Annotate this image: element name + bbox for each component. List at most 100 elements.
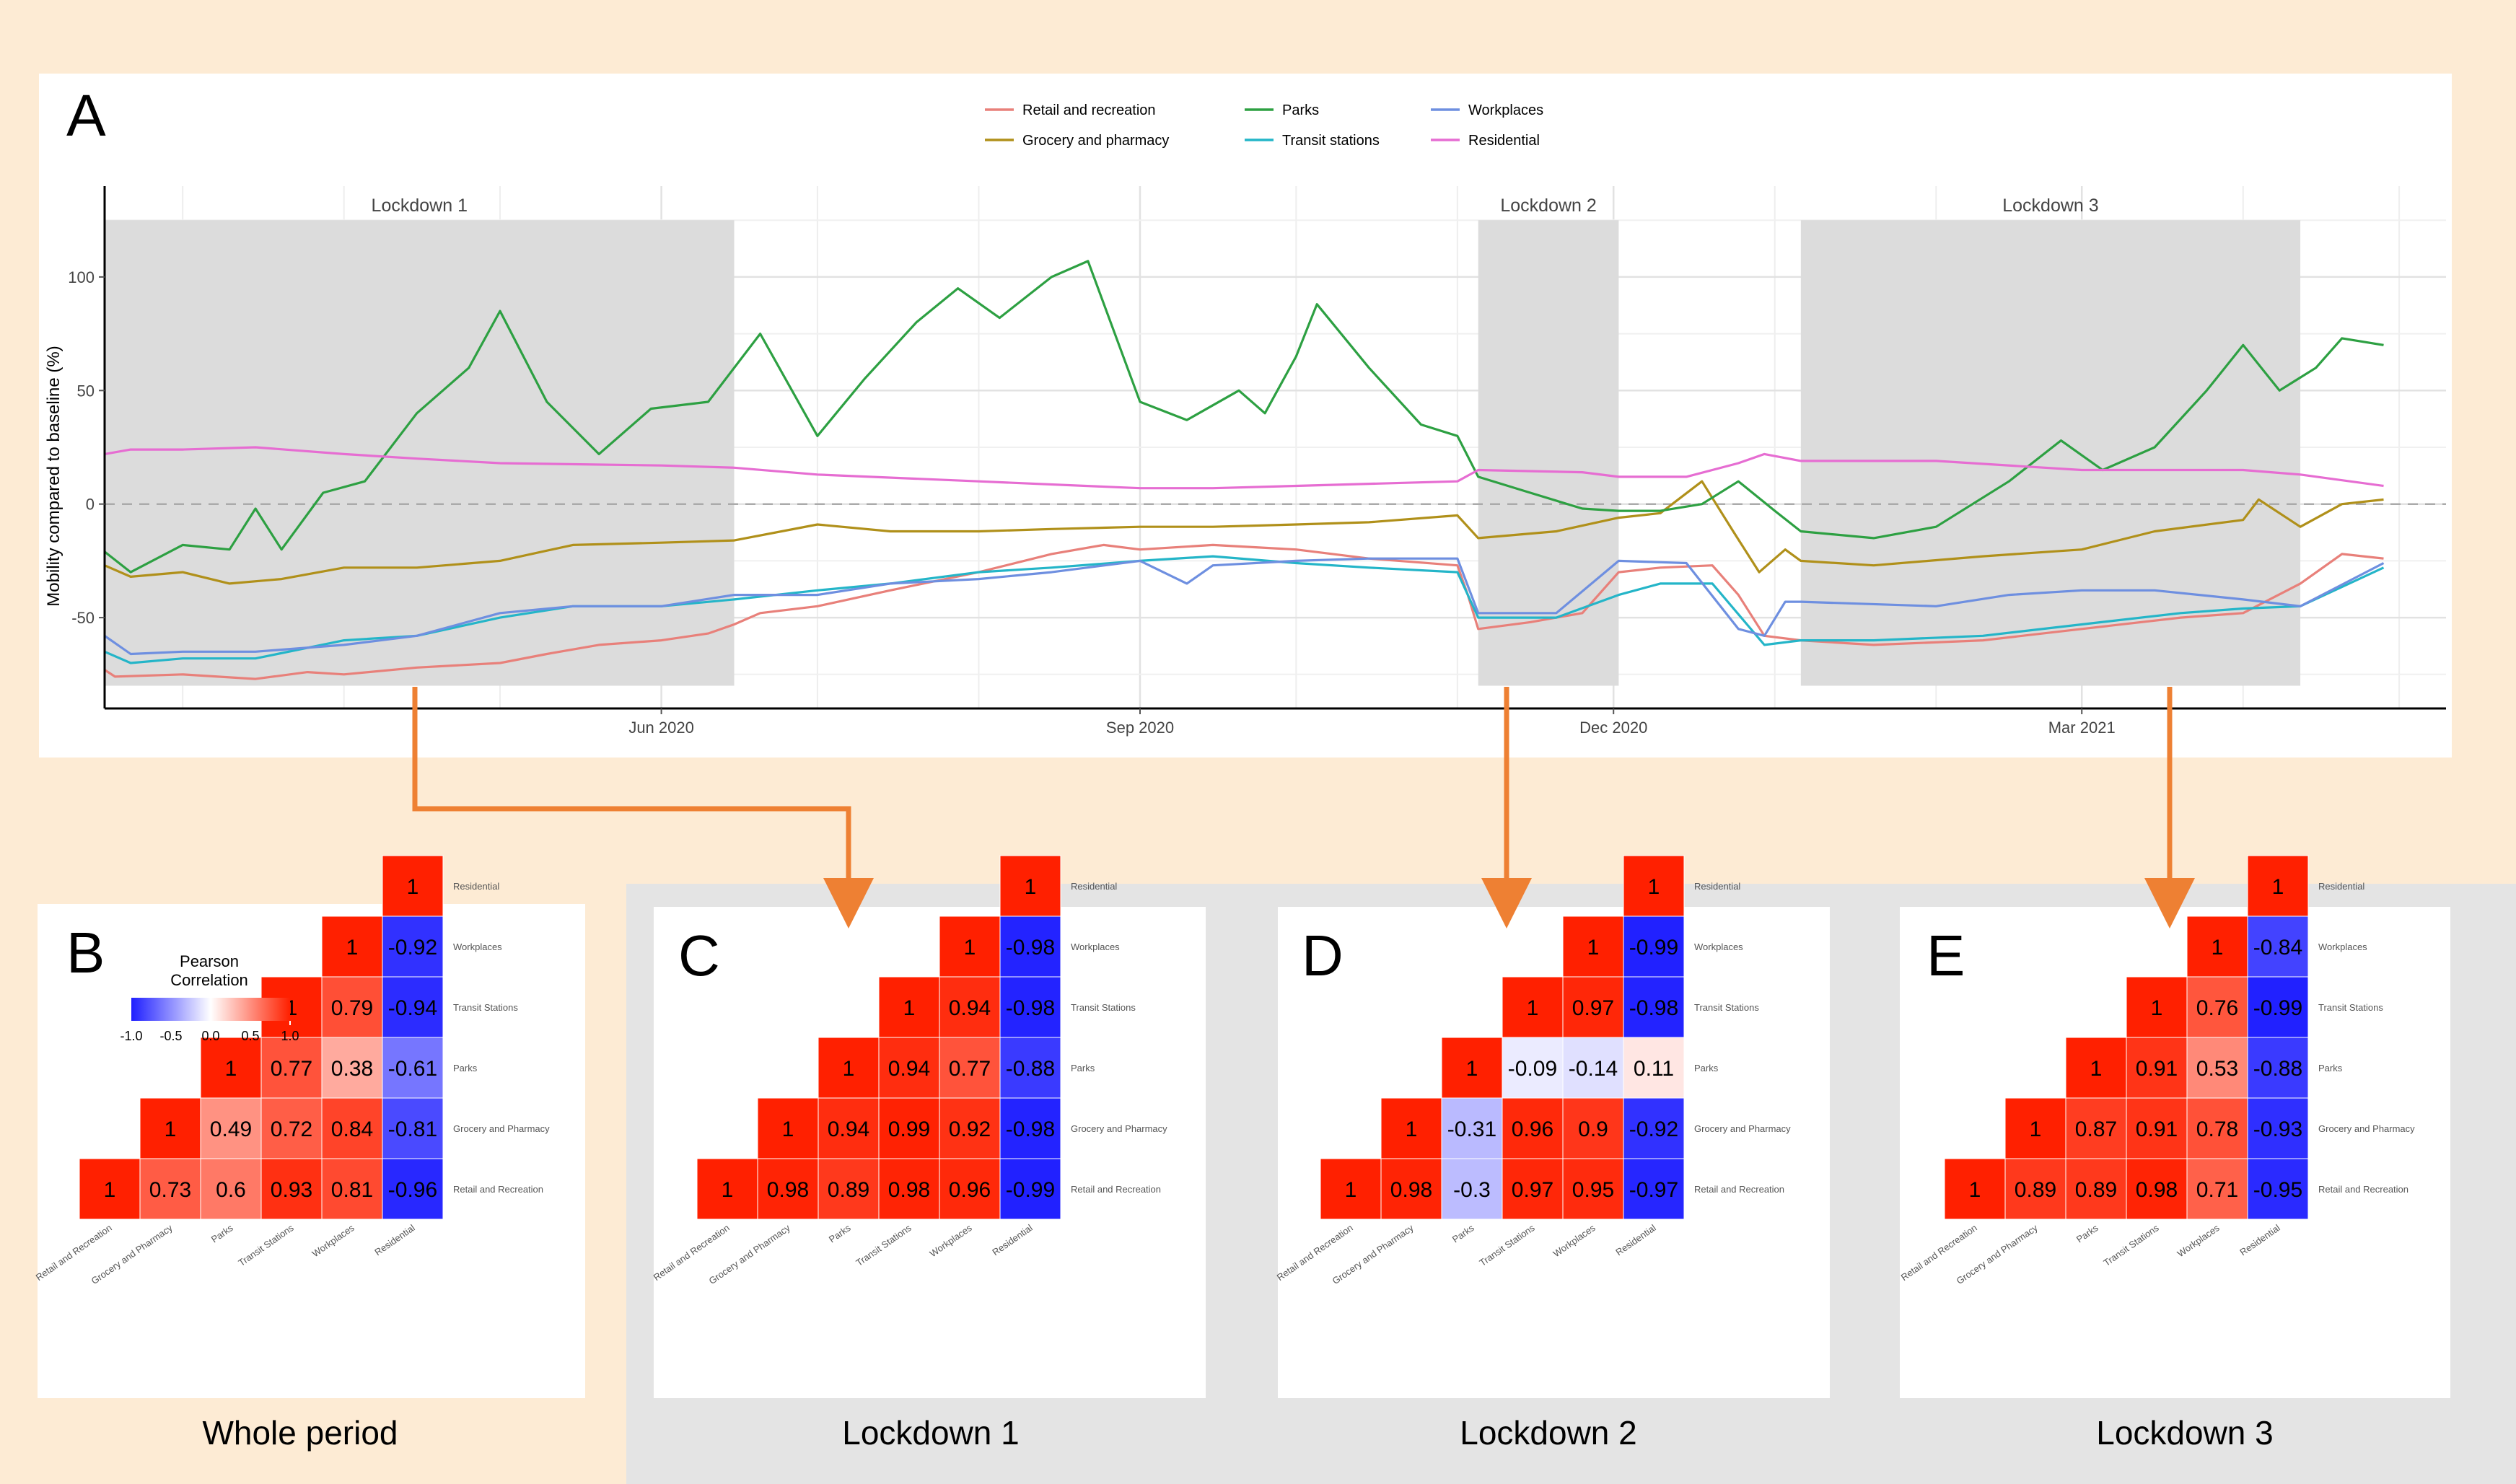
legend-label: Retail and recreation <box>1022 102 1156 118</box>
heatmap-row-label: Workplaces <box>1071 941 1120 952</box>
panel-a-series <box>104 260 2385 680</box>
panel-a-letter: A <box>66 83 106 149</box>
heatmap-value: 0.9 <box>1578 1118 1608 1141</box>
colorbar-tick-label: 0.0 <box>201 1029 219 1043</box>
heatmap-value: 1 <box>1648 875 1660 899</box>
heatmap-cell <box>1502 1158 1564 1220</box>
lockdown-label: Lockdown 2 <box>1500 196 1596 216</box>
heatmap-cell <box>1623 1037 1685 1099</box>
heatmap-row-label: Parks <box>453 1063 478 1074</box>
heatmap-value: 0.71 <box>2196 1178 2238 1202</box>
heatmap-value: 0.89 <box>2075 1178 2117 1202</box>
heatmap-value: 0.94 <box>828 1118 869 1141</box>
heatmap-cell <box>382 976 444 1038</box>
heatmap-value: 1 <box>2030 1118 2042 1141</box>
lockdown-label: Lockdown 1 <box>372 196 468 216</box>
heatmap-value: 0.81 <box>331 1178 373 1202</box>
heatmap-cell <box>2247 1158 2309 1220</box>
heatmap-row-label: Residential <box>1071 881 1117 892</box>
legend-label: Residential <box>1468 133 1540 149</box>
y-tick-label: 100 <box>68 268 95 286</box>
heatmap-cell <box>321 1097 383 1159</box>
heatmap-cell <box>1502 1097 1564 1159</box>
heatmap-value: 1 <box>104 1178 116 1202</box>
heatmap-cell <box>139 1097 201 1159</box>
heatmap-cell <box>1380 1097 1442 1159</box>
panel-d: D 1 0.98 1 -0.3 -0.31 1 0.97 0.96 -0.09 1 0.95 0.9 -0… <box>1275 855 1830 1452</box>
heatmap-row-label: Residential <box>1694 881 1740 892</box>
heatmap-cell <box>1623 976 1685 1038</box>
heatmap-value: 0.87 <box>2075 1118 2117 1141</box>
heatmap-value: 0.97 <box>1512 1178 1553 1202</box>
x-tick-label: Mar 2021 <box>2048 719 2116 737</box>
colorbar-title: Pearson <box>180 952 239 970</box>
heatmap-cell <box>2186 1097 2248 1159</box>
heatmap-cell <box>818 1158 880 1220</box>
heatmap-value: 0.72 <box>271 1118 312 1141</box>
series-line <box>104 446 2384 490</box>
heatmap-value: 1 <box>407 875 419 899</box>
heatmap-value: 1 <box>964 936 976 960</box>
heatmap-value: -0.88 <box>1006 1057 1055 1081</box>
heatmap-cell <box>2247 855 2309 917</box>
panel-caption: Lockdown 1 <box>842 1414 1020 1452</box>
panel-letter: D <box>1302 923 1344 988</box>
heatmap-cell <box>79 1158 141 1220</box>
heatmap-row-label: Grocery and Pharmacy <box>1071 1123 1167 1134</box>
colorbar-tick-label: 0.5 <box>241 1029 259 1043</box>
heatmap-row-label: Grocery and Pharmacy <box>1694 1123 1791 1134</box>
heatmap-value: 0.84 <box>331 1118 373 1141</box>
heatmap-row-label: Retail and Recreation <box>453 1184 543 1195</box>
heatmap-row-label: Retail and Recreation <box>1694 1184 1784 1195</box>
heatmap-cell <box>939 916 1001 978</box>
heatmap-row-label: Transit Stations <box>2318 1002 2383 1013</box>
heatmap-cell <box>939 1037 1001 1099</box>
heatmap-cell <box>1562 1037 1624 1099</box>
heatmap-value: 0.98 <box>1390 1178 1432 1202</box>
heatmap-cells: 1 0.98 1 -0.3 -0.31 1 0.97 0.96 -0.09 1 0.95 0.9 -0.… <box>1320 855 1685 1220</box>
heatmap-value: 1 <box>2090 1057 2103 1081</box>
panel-letter: C <box>678 923 720 988</box>
y-axis-label: Mobility compared to baseline (%) <box>44 346 63 607</box>
heatmap-value: 1 <box>903 996 916 1020</box>
heatmap-cells: 1 0.89 1 0.89 0.87 1 0.98 0.91 0.91 1 0.71 0.78 0.53… <box>1944 855 2309 1220</box>
legend-label: Parks <box>1282 102 1319 118</box>
heatmap-cell <box>2247 976 2309 1038</box>
heatmap-cell <box>878 976 940 1038</box>
heatmap-cell <box>2186 1037 2248 1099</box>
panels-layer: A Lockdown 1 Lockdown 2 Lockdown 3 -50 0 50 100… <box>34 74 2452 1452</box>
heatmap-value: 1 <box>2151 996 2163 1020</box>
heatmap-cell <box>139 1158 201 1220</box>
panel-letter: E <box>1927 923 1965 988</box>
colorbar-tick-label: 1.0 <box>281 1029 299 1043</box>
heatmap-value: 1 <box>722 1178 734 1202</box>
legend-label: Workplaces <box>1468 102 1543 118</box>
colorbar <box>131 998 290 1021</box>
heatmap-value: -0.96 <box>388 1178 437 1202</box>
legend-label: Transit stations <box>1282 133 1380 149</box>
lockdown-label: Lockdown 3 <box>2002 196 2098 216</box>
heatmap-row-label: Transit Stations <box>453 1002 518 1013</box>
heatmap-cell <box>321 976 383 1038</box>
heatmap-value: 0.91 <box>2136 1057 2178 1081</box>
heatmap-row-label: Grocery and Pharmacy <box>453 1123 550 1134</box>
x-tick-label: Dec 2020 <box>1579 719 1647 737</box>
panel-e: E 1 0.89 1 0.89 0.87 1 0.98 0.91 0.91 1 0.71 0.78 0.5… <box>1899 855 2450 1452</box>
heatmap-value: 0.11 <box>1634 1057 1674 1081</box>
panel-caption: Whole period <box>202 1414 398 1452</box>
heatmap-value: 0.79 <box>331 996 373 1020</box>
heatmap-value: 1 <box>1345 1178 1357 1202</box>
heatmap-row-label: Workplaces <box>1694 941 1743 952</box>
heatmap-cell <box>2126 1037 2188 1099</box>
heatmap-row-label: Retail and Recreation <box>2318 1184 2408 1195</box>
heatmap-cell <box>2247 1037 2309 1099</box>
heatmap-row-label: Parks <box>2318 1063 2343 1074</box>
heatmap-value: -0.92 <box>1629 1118 1678 1141</box>
heatmap-value: 0.94 <box>888 1057 930 1081</box>
colorbar-tick-label: -1.0 <box>120 1029 142 1043</box>
heatmap-value: -0.81 <box>388 1118 437 1141</box>
heatmap-value: 1 <box>843 1057 855 1081</box>
heatmap-value: 1 <box>1025 875 1037 899</box>
heatmap-value: 1 <box>782 1118 794 1141</box>
